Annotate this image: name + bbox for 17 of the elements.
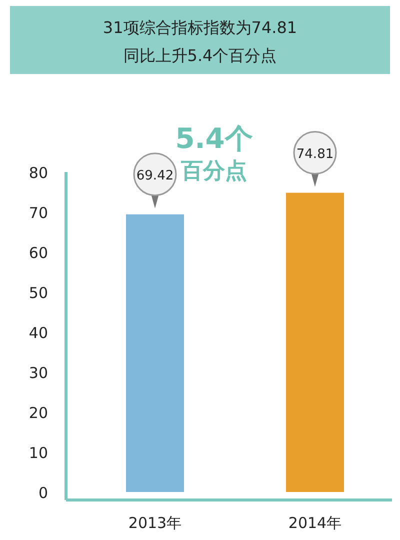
x-tick-label: 2014年 [288,514,342,532]
y-tick-label: 60 [28,244,48,262]
y-tick-label: 0 [38,484,48,502]
text: 5.4个 [175,122,253,155]
x-tick-label: 2013年 [128,514,182,532]
y-tick-label: 20 [28,404,48,422]
annotation: 百分点 [180,159,247,184]
chart-title: 31项综合指标指数为74.81 [102,18,298,37]
y-tick-label: 30 [28,364,48,382]
data-label: 74.81 [296,146,334,162]
y-tick-label: 10 [28,444,48,462]
data-label: 69.42 [136,168,174,184]
y-tick-label: 80 [28,164,48,182]
y-tick-label: 40 [28,324,48,342]
y-tick-label: 50 [28,284,48,302]
chart-subtitle: 同比上升5.4个百分点 [123,46,277,65]
y-tick-label: 70 [28,204,48,222]
